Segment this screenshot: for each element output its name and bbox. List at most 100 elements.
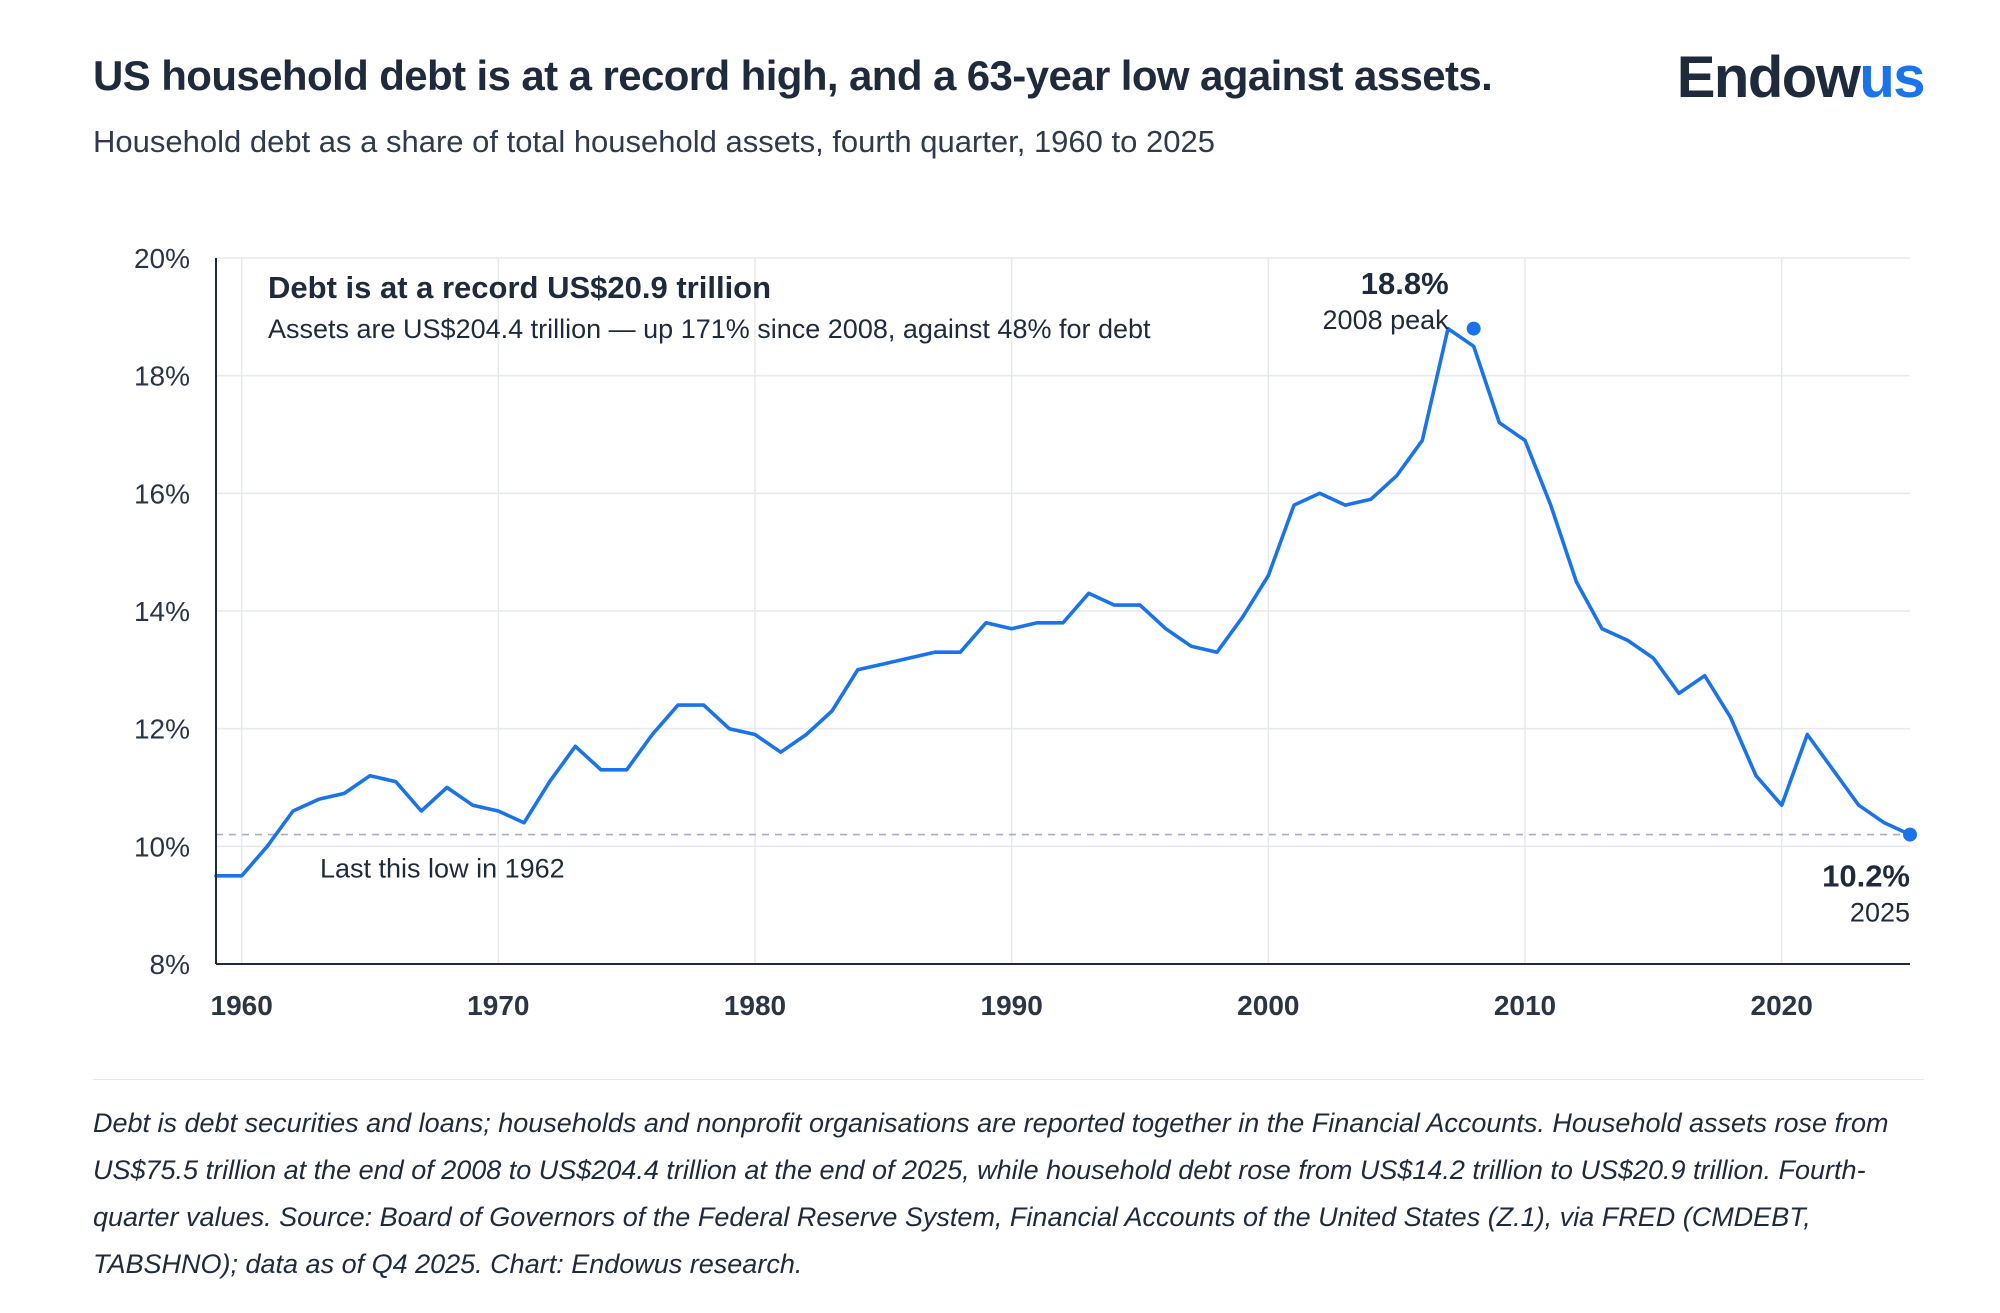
data-point — [1035, 621, 1039, 625]
data-point — [1677, 691, 1681, 695]
peak-marker — [1466, 321, 1481, 336]
data-point — [958, 650, 962, 654]
data-point — [394, 780, 398, 784]
y-tick-label: 16% — [134, 478, 190, 509]
data-point — [599, 768, 603, 772]
data-point — [1780, 803, 1784, 807]
data-point — [1728, 715, 1732, 719]
data-point — [471, 803, 475, 807]
data-point — [625, 768, 629, 772]
logo-text-endow: Endow — [1676, 45, 1861, 110]
data-point — [1472, 344, 1476, 348]
data-point — [368, 774, 372, 778]
x-tick-label: 1960 — [211, 990, 273, 1021]
data-point — [1266, 574, 1270, 578]
y-tick-label: 12% — [134, 714, 190, 745]
logo-text-us: us — [1859, 45, 1925, 110]
reference-line-label: Last this low in 1962 — [320, 854, 565, 884]
data-point — [804, 733, 808, 737]
annotation-text: Assets are US$204.4 trillion — up 171% s… — [268, 314, 1151, 344]
footnote: Debt is debt securities and loans; house… — [93, 1108, 1889, 1279]
data-point — [342, 791, 346, 795]
data-point — [1420, 438, 1424, 442]
data-point — [265, 844, 269, 848]
data-point — [291, 809, 295, 813]
data-point — [1549, 503, 1553, 507]
data-point — [1651, 656, 1655, 660]
y-axis-ticks: 8% 10% 12% 14% 16% 18% 20% — [134, 243, 190, 980]
data-point — [1061, 621, 1065, 625]
data-point — [907, 656, 911, 660]
data-point — [1292, 503, 1296, 507]
data-point — [1215, 650, 1219, 654]
x-tick-label: 1970 — [467, 990, 529, 1021]
data-point — [650, 733, 654, 737]
data-point — [240, 874, 244, 878]
data-point — [753, 733, 757, 737]
data-point — [1343, 503, 1347, 507]
footnote-divider — [93, 1079, 1924, 1080]
endowus-logo: Endowus — [1676, 44, 1926, 111]
x-tick-label: 2010 — [1494, 990, 1556, 1021]
line-chart: 8% 10% 12% 14% 16% 18% 20% 1960 1970 1980 1990 200… — [134, 243, 1917, 1021]
data-point — [1497, 421, 1501, 425]
data-point — [419, 809, 423, 813]
latest-marker — [1903, 827, 1917, 842]
data-point — [1010, 627, 1014, 631]
data-point — [445, 786, 449, 790]
data-point — [1600, 627, 1604, 631]
data-point — [1754, 774, 1758, 778]
series-line — [214, 326, 1912, 878]
annotation-title: Debt is at a record US$20.9 trillion — [268, 270, 771, 305]
chart-grid — [216, 257, 1910, 964]
data-point — [548, 780, 552, 784]
peak-value-label: 18.8% — [1361, 266, 1449, 301]
x-tick-label: 1980 — [724, 990, 786, 1021]
latest-value-label: 10.2% — [1822, 859, 1910, 894]
chart-subtitle: Household debt as a share of total house… — [93, 124, 1215, 159]
data-point — [522, 821, 526, 825]
data-point — [727, 727, 731, 731]
x-tick-label: 2000 — [1237, 990, 1299, 1021]
y-tick-label: 20% — [134, 243, 190, 274]
data-point — [1395, 474, 1399, 478]
data-point — [933, 650, 937, 654]
data-point — [1369, 497, 1373, 501]
data-point — [317, 797, 321, 801]
data-point — [1112, 603, 1116, 607]
data-point — [830, 709, 834, 713]
data-point — [702, 703, 706, 707]
latest-sublabel: 2025 — [1850, 898, 1910, 928]
data-point — [1574, 580, 1578, 584]
data-point — [1189, 644, 1193, 648]
y-tick-label: 14% — [134, 596, 190, 627]
data-point — [1318, 491, 1322, 495]
data-point — [1831, 768, 1835, 772]
data-point — [1626, 638, 1630, 642]
data-point — [1523, 438, 1527, 442]
data-point — [881, 662, 885, 666]
x-tick-label: 2020 — [1751, 990, 1813, 1021]
data-point — [573, 744, 577, 748]
data-point — [1087, 591, 1091, 595]
y-tick-label: 18% — [134, 361, 190, 392]
data-point — [1703, 674, 1707, 678]
x-axis-ticks: 1960 1970 1980 1990 2000 2010 2020 — [211, 990, 1813, 1021]
y-tick-label: 10% — [134, 831, 190, 862]
data-point — [1138, 603, 1142, 607]
data-point — [856, 668, 860, 672]
data-point — [496, 809, 500, 813]
data-point — [676, 703, 680, 707]
data-point — [1805, 733, 1809, 737]
series-points — [214, 327, 1912, 878]
data-point — [1241, 615, 1245, 619]
data-point — [1164, 627, 1168, 631]
chart-title: US household debt is at a record high, a… — [93, 52, 1493, 99]
y-tick-label: 8% — [150, 949, 190, 980]
data-point — [1857, 803, 1861, 807]
data-point — [779, 750, 783, 754]
peak-sublabel: 2008 peak — [1323, 305, 1450, 335]
x-tick-label: 1990 — [981, 990, 1043, 1021]
data-point — [984, 621, 988, 625]
data-point — [1882, 821, 1886, 825]
